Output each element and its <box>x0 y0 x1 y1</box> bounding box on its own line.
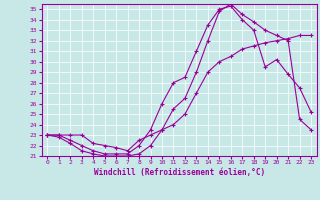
X-axis label: Windchill (Refroidissement éolien,°C): Windchill (Refroidissement éolien,°C) <box>94 168 265 177</box>
